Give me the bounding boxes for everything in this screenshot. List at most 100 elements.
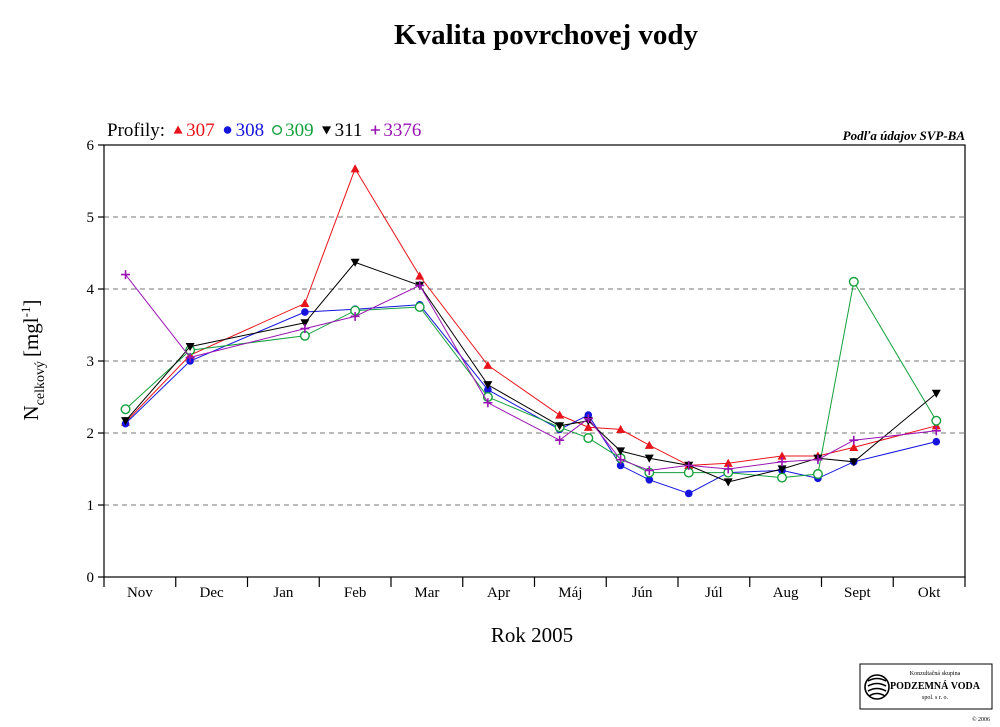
y-axis-label: Ncelkový [mgl-1]: [18, 299, 48, 420]
legend-marker-309: [272, 124, 283, 135]
axes: 0 1 2 3 4 5 6 Nov Dec Jan Feb Mar Apr Máj Jún Júl Aug Sep…: [87, 138, 966, 601]
data-point-3376: [483, 398, 493, 408]
x-tick-label: Dec: [200, 585, 224, 601]
logo-line2: PODZEMNÁ VODA: [890, 680, 981, 692]
y-axis-label-close: ]: [19, 299, 43, 306]
data-point-3376: [185, 352, 195, 362]
data-point-311: [777, 465, 787, 474]
y-tick-label: 2: [87, 426, 95, 442]
data-point-3376: [684, 460, 694, 470]
legend-item-311: 311: [322, 120, 362, 141]
legend-label-307: 307: [186, 120, 215, 141]
data-point-307: [350, 164, 360, 173]
logo-line3: spol. s r. o.: [922, 695, 949, 701]
data-point-308: [932, 437, 941, 446]
legend-label-311: 311: [335, 120, 363, 141]
data-point-308: [645, 476, 654, 484]
series-311: [121, 258, 941, 487]
x-tick-label: Aug: [773, 585, 799, 601]
chart-title: Kvalita povrchovej vody: [394, 19, 698, 51]
y-tick-label: 3: [87, 354, 95, 370]
data-point-3376: [121, 270, 131, 280]
data-point-309: [777, 472, 788, 483]
legend-label-308: 308: [236, 120, 265, 141]
company-logo: Konzultačná skupina PODZEMNÁ VODA spol. …: [859, 663, 993, 710]
data-point-308: [301, 308, 309, 316]
data-point-307: [777, 451, 787, 460]
data-point-311: [555, 422, 565, 431]
data-point-309: [414, 302, 425, 313]
data-point-307: [300, 298, 310, 307]
series-307: [121, 164, 941, 469]
x-tick-label: Nov: [127, 585, 153, 601]
y-tick-label: 4: [87, 282, 95, 298]
legend-prefix: Profily:: [107, 120, 165, 141]
data-point-308: [484, 386, 492, 394]
data-point-307: [723, 458, 733, 467]
x-tick-label: Jan: [273, 585, 293, 601]
x-tick-label: Júl: [705, 585, 723, 601]
legend-label-309: 309: [285, 120, 314, 141]
series-line-309: [125, 280, 937, 479]
grid-lines: [104, 216, 965, 506]
series-309: [120, 276, 942, 483]
y-axis-label-unit: [mgl: [19, 317, 43, 357]
data-point-311: [483, 381, 493, 390]
data-point-3376: [415, 280, 425, 290]
y-tick-label: 0: [87, 570, 95, 586]
y-tick-label: 5: [87, 210, 95, 226]
data-point-307: [849, 442, 859, 451]
data-point-311: [723, 478, 733, 487]
series-line-311: [125, 261, 937, 483]
legend-item-309: 309: [272, 120, 314, 141]
logo-mark-icon: [864, 674, 890, 700]
data-point-311: [849, 458, 859, 467]
data-point-3376: [616, 455, 626, 465]
data-point-307: [483, 360, 493, 369]
data-point-309: [120, 404, 131, 415]
data-point-311: [350, 258, 360, 267]
data-point-3376: [644, 465, 654, 475]
x-tick-label: Mar: [414, 585, 439, 601]
x-tick-label: Jún: [632, 585, 653, 601]
data-point-309: [812, 469, 823, 480]
y-axis-label-sub: celkový: [33, 361, 48, 405]
data-point-3376: [931, 426, 941, 436]
legend-item-3376: 3376: [370, 120, 421, 141]
data-point-307: [415, 271, 425, 280]
copyright-note: © 2006: [972, 716, 990, 723]
data-point-307: [555, 410, 565, 419]
data-point-3376: [723, 464, 733, 474]
legend-label-3376: 3376: [383, 120, 421, 141]
data-point-3376: [300, 324, 310, 334]
data-point-309: [848, 276, 859, 287]
x-tick-label: Okt: [918, 585, 941, 601]
legend-marker-3376: [370, 125, 380, 135]
y-tick-label: 6: [87, 138, 95, 154]
data-point-307: [616, 424, 626, 433]
logo-line1: Konzultačná skupina: [910, 671, 961, 677]
data-point-311: [185, 343, 195, 352]
series-layer: [120, 164, 942, 498]
data-point-311: [931, 389, 941, 398]
x-tick-label: Sept: [844, 585, 872, 601]
data-point-3376: [777, 457, 787, 467]
data-point-307: [583, 422, 593, 431]
data-point-3376: [813, 455, 823, 465]
y-tick-label: 1: [87, 498, 95, 514]
series-3376: [121, 270, 941, 475]
source-note: Podľa údajov SVP-BA: [843, 128, 966, 143]
y-axis-label-sup: -1: [18, 306, 33, 317]
series-line-3376: [125, 274, 937, 471]
data-point-311: [121, 417, 131, 426]
series-line-307: [125, 167, 937, 466]
legend-marker-308: [223, 126, 232, 134]
legend-marker-307: [173, 125, 183, 134]
data-point-311: [300, 319, 310, 328]
series-line-308: [125, 304, 937, 495]
data-point-311: [644, 454, 654, 463]
data-point-3376: [350, 311, 360, 321]
x-tick-label: Máj: [558, 585, 582, 601]
y-axis-label-main: N: [19, 405, 43, 420]
